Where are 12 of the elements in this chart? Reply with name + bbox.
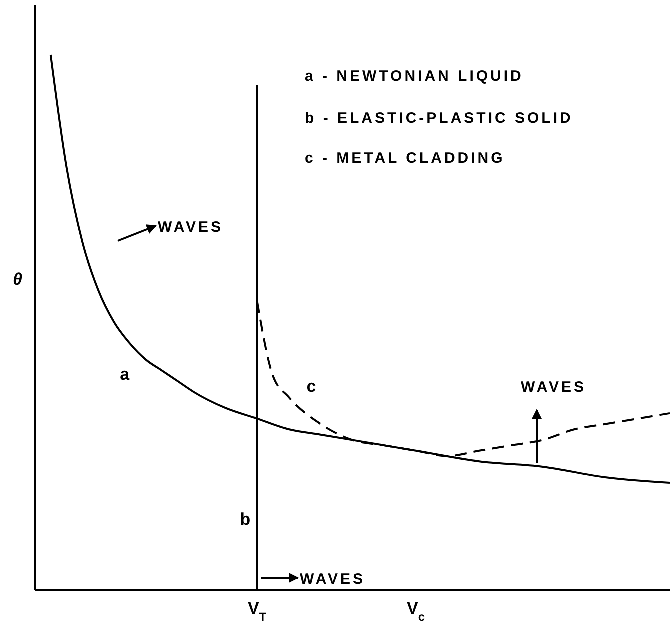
annotation: a - NEWTONIAN LIQUID: [305, 68, 524, 85]
ref-line-label: b: [240, 510, 251, 529]
annotation: WAVES: [158, 219, 224, 236]
annotation: WAVES: [300, 571, 366, 588]
annotation: b - ELASTIC-PLASTIC SOLID: [305, 110, 574, 127]
y-axis-title: θ: [13, 270, 23, 289]
x-tick-label: V$_{T}$: [248, 599, 268, 624]
series-label: a: [120, 364, 130, 384]
annotation: WAVES: [521, 379, 587, 396]
annotation: c - METAL CLADDING: [305, 150, 506, 167]
series-label: c: [306, 377, 316, 396]
x-tick-label: V$_{c}$: [407, 599, 426, 624]
